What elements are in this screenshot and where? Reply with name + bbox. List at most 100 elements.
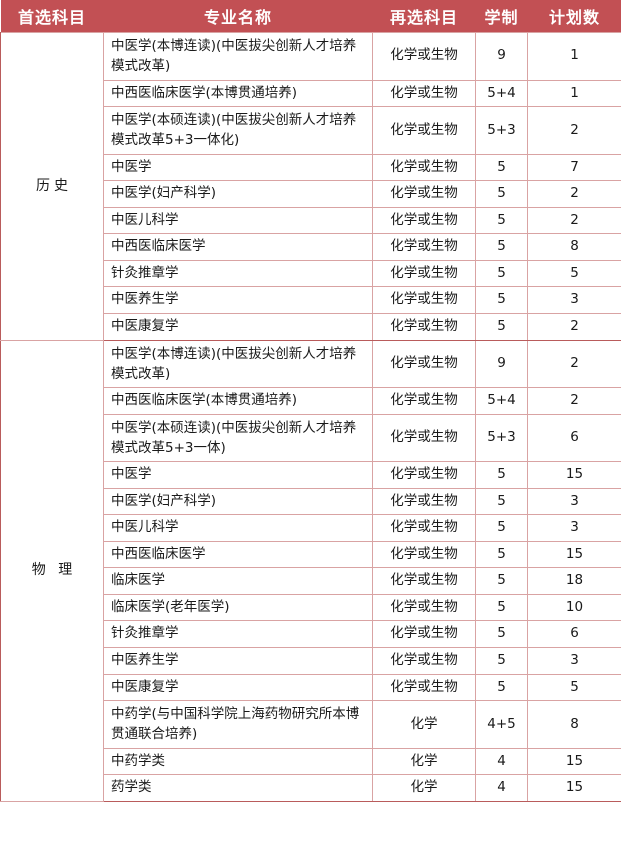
table-row: 临床医学 化学或生物 5 18 [1,567,621,595]
optional-subject-cell: 化学或生物 [372,312,476,341]
quota-cell: 3 [527,647,621,675]
admission-plan-table: 首选科目 专业名称 再选科目 学制 计划数 历史 中医学(本博连读)(中医拔尖创新… [0,0,621,802]
optional-subject-cell: 化学或生物 [372,106,476,155]
major-name-cell: 中医儿科学 [103,514,373,542]
optional-subject-cell: 化学或生物 [372,567,476,595]
quota-cell: 1 [527,79,621,108]
quota-cell: 2 [527,180,621,208]
years-cell: 5 [475,620,528,648]
table-row: 中医康复学 化学或生物 5 2 [1,312,621,341]
years-cell: 4+5 [475,700,528,749]
quota-cell: 15 [527,774,621,802]
optional-subject-cell: 化学或生物 [372,487,476,516]
optional-subject-cell: 化学或生物 [372,206,476,235]
years-cell: 5 [475,593,528,622]
table-row: 中西医临床医学 化学或生物 5 8 [1,233,621,261]
optional-subject-cell: 化学或生物 [372,514,476,542]
major-name-cell: 中西医临床医学(本博贯通培养) [103,79,373,108]
years-cell: 5+3 [475,106,528,155]
years-cell: 5 [475,259,528,288]
years-cell: 5 [475,487,528,516]
optional-subject-cell: 化学或生物 [372,339,476,388]
major-name-cell: 中医学(妇产科学) [103,180,373,208]
major-name-cell: 中西医临床医学 [103,540,373,569]
major-name-cell: 中药学类 [103,747,373,776]
table-row: 药学类 化学 4 15 [1,774,621,802]
major-name-cell: 中医学(本博连读)(中医拔尖创新人才培养模式改革) [103,32,373,81]
quota-cell: 6 [527,620,621,648]
table-row: 中医学(妇产科学) 化学或生物 5 2 [1,180,621,208]
table-row: 中西医临床医学(本博贯通培养) 化学或生物 5+4 2 [1,387,621,415]
table-row: 中西医临床医学(本博贯通培养) 化学或生物 5+4 1 [1,79,621,108]
table-row: 中医学 化学或生物 5 7 [1,153,621,182]
quota-cell: 6 [527,413,621,463]
optional-subject-cell: 化学或生物 [372,620,476,648]
quota-cell: 5 [527,259,621,288]
table-row: 物 理中医学(本博连读)(中医拔尖创新人才培养模式改革) 化学或生物 9 2 [0,339,621,802]
table-row: 中医学(本硕连读)(中医拔尖创新人才培养模式改革5+3一体) 化学或生物 5+3 6 [1,413,621,463]
major-name-cell: 针灸推章学 [103,259,373,288]
major-name-cell: 中医儿科学 [103,206,373,235]
column-header-years: 学制 [475,0,528,33]
table-row: 中药学类 化学 4 15 [1,747,621,776]
major-name-cell: 中医学(本硕连读)(中医拔尖创新人才培养模式改革5+3一体) [103,413,373,463]
quota-cell: 18 [527,567,621,595]
years-cell: 5 [475,286,528,314]
subject-group-cell: 物 理 [0,339,104,802]
optional-subject-cell: 化学或生物 [372,79,476,108]
years-cell: 5 [475,180,528,208]
optional-subject-cell: 化学或生物 [372,32,476,81]
major-name-cell: 中西医临床医学 [103,233,373,261]
optional-subject-cell: 化学或生物 [372,673,476,702]
table-header-row: 首选科目 专业名称 再选科目 学制 计划数 [0,0,621,33]
optional-subject-cell: 化学或生物 [372,233,476,261]
optional-subject-cell: 化学或生物 [372,593,476,622]
optional-subject-cell: 化学或生物 [372,259,476,288]
quota-cell: 2 [527,312,621,341]
major-name-cell: 中医学 [103,461,373,489]
column-header-major: 专业名称 [103,0,373,33]
quota-cell: 3 [527,286,621,314]
major-name-cell: 中医康复学 [103,673,373,702]
table-row: 历史 中医学(本博连读)(中医拔尖创新人才培养模式改革) 化学或生物 9 1 [0,32,621,341]
optional-subject-cell: 化学或生物 [372,153,476,182]
major-name-cell: 临床医学(老年医学) [103,593,373,622]
quota-cell: 5 [527,673,621,702]
optional-subject-cell: 化学或生物 [372,413,476,463]
quota-cell: 3 [527,487,621,516]
optional-subject-cell: 化学或生物 [372,461,476,489]
table-header: 首选科目 专业名称 再选科目 学制 计划数 [0,0,621,33]
optional-subject-cell: 化学或生物 [372,180,476,208]
quota-cell: 3 [527,514,621,542]
major-name-cell: 药学类 [103,774,373,802]
quota-cell: 1 [527,32,621,81]
years-cell: 9 [475,32,528,81]
years-cell: 5+4 [475,387,528,415]
quota-cell: 2 [527,106,621,155]
optional-subject-cell: 化学 [372,747,476,776]
years-cell: 5 [475,233,528,261]
years-cell: 5 [475,647,528,675]
years-cell: 4 [475,774,528,802]
subject-group-cell: 历史 [0,32,104,341]
optional-subject-cell: 化学或生物 [372,647,476,675]
major-name-cell: 针灸推章学 [103,620,373,648]
years-cell: 9 [475,339,528,388]
optional-subject-cell: 化学 [372,700,476,749]
years-cell: 5+4 [475,79,528,108]
quota-cell: 7 [527,153,621,182]
major-name-cell: 中医学(妇产科学) [103,487,373,516]
major-name-cell: 中药学(与中国科学院上海药物研究所本博贯通联合培养) [103,700,373,749]
table-row: 中医学(本硕连读)(中医拔尖创新人才培养模式改革5+3一体化) 化学或生物 5+3 2 [1,106,621,155]
years-cell: 5 [475,567,528,595]
column-header-optional: 再选科目 [372,0,476,33]
quota-cell: 2 [527,339,621,388]
column-header-quota: 计划数 [527,0,621,33]
table-body: 历史 中医学(本博连读)(中医拔尖创新人才培养模式改革) 化学或生物 9 1 中西医临床医… [0,32,621,802]
table-row: 中医学 化学或生物 5 15 [1,461,621,489]
optional-subject-cell: 化学或生物 [372,286,476,314]
table-row: 针灸推章学 化学或生物 5 5 [1,259,621,288]
years-cell: 5 [475,514,528,542]
quota-cell: 2 [527,387,621,415]
table-row: 中药学(与中国科学院上海药物研究所本博贯通联合培养) 化学 4+5 8 [1,700,621,749]
